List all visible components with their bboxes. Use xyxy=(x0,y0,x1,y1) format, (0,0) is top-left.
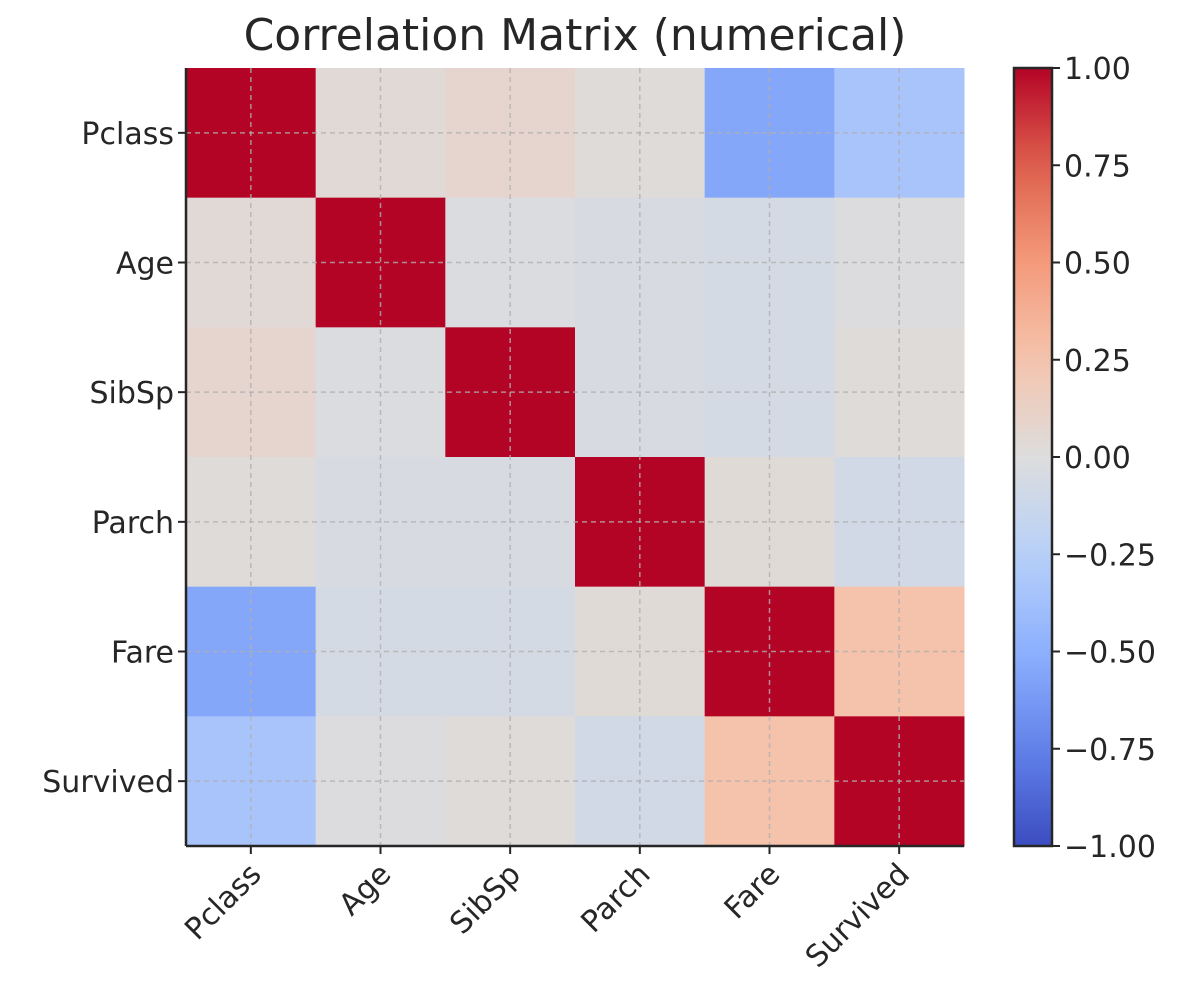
y-tick-label: Survived xyxy=(42,765,174,800)
y-tick-label: Fare xyxy=(111,636,174,671)
y-tick-label: Parch xyxy=(92,506,174,541)
y-axis-ticks: Pclass Age SibSp Parch Fare Survived xyxy=(42,117,186,800)
x-tick-label: Parch xyxy=(575,857,658,940)
colorbar-tick-label: 0.75 xyxy=(1064,149,1131,184)
colorbar-gradient xyxy=(1012,66,1054,848)
heatmap-cells xyxy=(186,68,965,847)
chart-title: Correlation Matrix (numerical) xyxy=(244,10,907,61)
heatmap-cell-fare-fare xyxy=(704,586,835,717)
colorbar-tick-label: −0.75 xyxy=(1064,733,1156,768)
x-tick-label: Age xyxy=(332,857,398,923)
y-tick-label: Age xyxy=(116,247,174,282)
colorbar-tick-label: 0.25 xyxy=(1064,344,1131,379)
heatmap-cell-fare-age xyxy=(315,586,446,717)
colorbar: 1.00 0.75 0.50 0.25 0.00 −0.25 −0.50 −0.75 −1.00 xyxy=(1012,52,1156,865)
x-tick-label: SibSp xyxy=(443,857,528,942)
x-tick-label: Pclass xyxy=(178,857,268,947)
y-tick-label: SibSp xyxy=(89,376,174,411)
x-tick-label: Fare xyxy=(718,857,787,926)
x-axis-ticks: Pclass Age SibSp Parch Fare Survived xyxy=(178,846,917,975)
heatmap-axes xyxy=(184,68,964,848)
colorbar-tick-label: −0.25 xyxy=(1064,538,1156,573)
x-tick-label: Survived xyxy=(799,857,917,975)
colorbar-tick-label: −1.00 xyxy=(1064,830,1156,865)
y-tick-label: Pclass xyxy=(81,117,174,152)
colorbar-tick-label: 0.00 xyxy=(1064,441,1131,476)
heatmap-grid xyxy=(186,68,964,846)
colorbar-tick-label: −0.50 xyxy=(1064,636,1156,671)
heatmap-cell-age-fare xyxy=(704,197,835,328)
colorbar-tick-label: 1.00 xyxy=(1064,52,1131,87)
colorbar-tick-label: 0.50 xyxy=(1064,247,1131,282)
heatmap-cell-age-age xyxy=(315,197,446,328)
